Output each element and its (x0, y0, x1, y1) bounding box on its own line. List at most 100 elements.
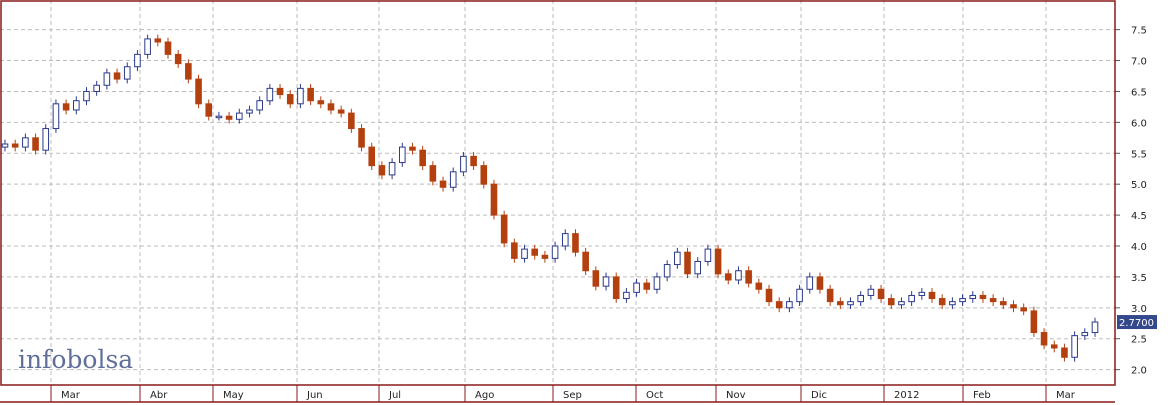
candle (592, 266, 600, 291)
candle-body (877, 288, 885, 300)
candle (32, 133, 39, 155)
candle (470, 152, 477, 170)
candle-body (1040, 332, 1048, 346)
x-tick-label: Jul (388, 390, 401, 401)
y-tick-label: 5.5 (1131, 149, 1147, 160)
candle (317, 96, 325, 109)
candle (623, 288, 630, 303)
candle-body (388, 162, 396, 176)
candle (500, 210, 508, 248)
candle (735, 266, 742, 285)
candle (786, 297, 793, 313)
candle (195, 74, 202, 109)
candle-body (460, 155, 467, 173)
candles (1, 34, 1099, 362)
candle (62, 99, 70, 115)
x-tick-label: Sep (563, 390, 582, 401)
candle-body (928, 291, 936, 300)
candle-body (480, 165, 488, 185)
candle (806, 272, 814, 294)
x-tick-label: 2012 (894, 390, 919, 401)
candle-body (1, 143, 9, 148)
candle (531, 244, 539, 260)
candle (113, 68, 121, 84)
candle (1, 139, 9, 152)
candle (286, 90, 294, 109)
candle-body (745, 270, 752, 284)
candle (1020, 303, 1027, 316)
candle (908, 291, 915, 306)
candle (144, 34, 151, 59)
candle (480, 161, 488, 189)
x-tick-label: Nov (726, 390, 746, 401)
candle (796, 284, 803, 306)
candle-body (22, 137, 29, 148)
candle-body (674, 251, 681, 266)
candle-body (704, 248, 712, 262)
candle (979, 291, 987, 303)
candle-body (653, 276, 661, 290)
candle (22, 133, 29, 152)
candle-body (73, 100, 80, 111)
candle-body (826, 288, 834, 303)
candle (460, 152, 467, 177)
candle-body (337, 109, 345, 114)
y-tick-label: 2.0 (1131, 366, 1147, 377)
candle-body (684, 251, 691, 275)
candle (1091, 317, 1099, 337)
candle (663, 260, 671, 282)
candle (348, 108, 355, 133)
x-tick-label: Jun (306, 390, 323, 401)
candle-body (918, 291, 926, 296)
candle-body (816, 276, 824, 290)
candle-body (378, 165, 386, 176)
candle-body (714, 248, 722, 275)
grid-lines (0, 0, 1115, 385)
candle-body (1020, 307, 1027, 312)
candle (745, 266, 752, 288)
candle-body (1071, 335, 1078, 358)
candle (1071, 331, 1078, 362)
candle-body (898, 301, 905, 306)
candle (898, 297, 905, 310)
candle (409, 142, 416, 155)
candle (358, 124, 365, 152)
y-tick-label: 4.5 (1131, 211, 1147, 222)
candle (511, 238, 518, 263)
candle (887, 294, 895, 310)
candle-body (144, 38, 151, 55)
candle-body (1061, 347, 1068, 358)
candle-body (959, 298, 966, 303)
candle (307, 84, 314, 106)
candle (928, 288, 936, 303)
candle (327, 99, 335, 115)
candle-body (286, 94, 294, 105)
candle-body (1081, 332, 1089, 337)
candle-body (429, 165, 437, 182)
candle (1010, 300, 1017, 313)
candle-body (256, 100, 263, 111)
candle-body (154, 38, 162, 43)
candle-body (511, 242, 518, 259)
candle-body (633, 282, 640, 293)
candle-body (1000, 301, 1007, 306)
candle (429, 161, 437, 186)
candle-body (164, 41, 172, 55)
candle (388, 158, 396, 180)
candle (816, 272, 824, 294)
x-tick-label: May (223, 390, 244, 401)
candle-body (796, 288, 803, 303)
candle-body (694, 260, 702, 275)
y-tick-label: 3.0 (1131, 304, 1147, 315)
candle-body (541, 254, 549, 259)
candle (439, 176, 447, 192)
candle (185, 59, 192, 84)
candle (52, 99, 60, 133)
candle (837, 297, 844, 310)
x-tick-label: Oct (646, 390, 663, 401)
candle-body (775, 301, 783, 309)
candle (1061, 343, 1068, 362)
candle (602, 272, 610, 291)
y-axis: 2.0 2.5 3.0 3.5 4.0 4.5 5.0 5.5 6.0 6.5 7.0 7.5 (1115, 26, 1147, 377)
candle-body (938, 298, 946, 306)
